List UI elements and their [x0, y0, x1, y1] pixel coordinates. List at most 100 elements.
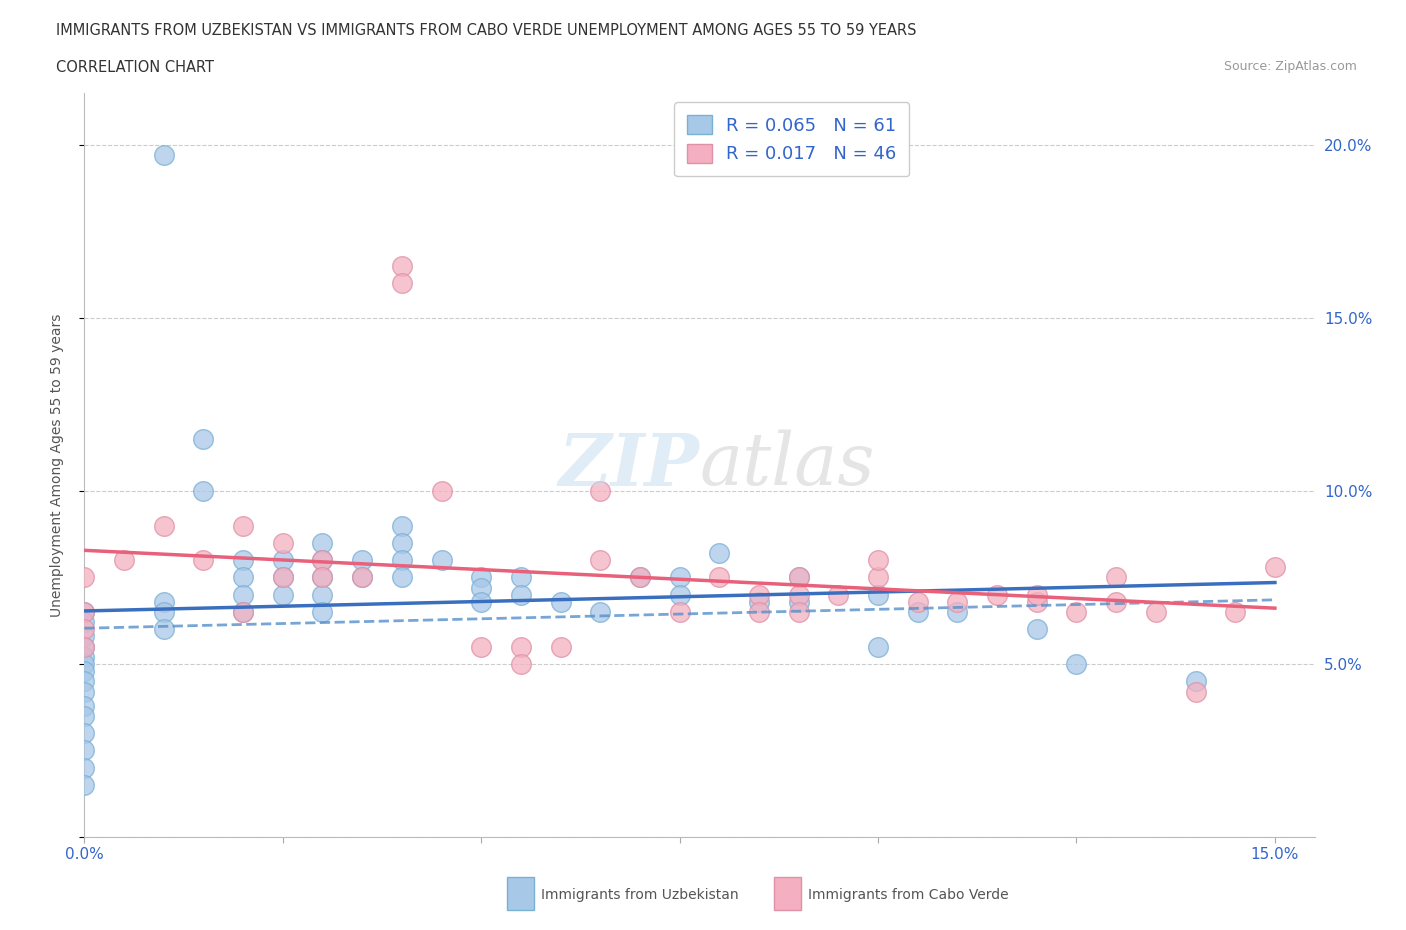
Point [73, 604, 96, 619]
Point [152, 622, 174, 637]
Text: Source: ZipAtlas.com: Source: ZipAtlas.com [1223, 60, 1357, 73]
Y-axis label: Unemployment Among Ages 55 to 59 years: Unemployment Among Ages 55 to 59 years [49, 313, 63, 617]
Point [787, 570, 810, 585]
Point [271, 588, 294, 603]
Point [232, 518, 254, 533]
Point [193, 484, 215, 498]
Point [1184, 674, 1206, 689]
Point [907, 604, 929, 619]
Point [868, 639, 890, 654]
Point [1144, 604, 1167, 619]
Point [1225, 604, 1247, 619]
Point [748, 604, 770, 619]
Point [509, 657, 531, 671]
Point [73, 674, 96, 689]
Text: ZIP: ZIP [558, 430, 700, 500]
Text: CORRELATION CHART: CORRELATION CHART [56, 60, 214, 75]
Point [509, 639, 531, 654]
Point [73, 639, 96, 654]
Point [193, 432, 215, 446]
Text: Immigrants from Uzbekistan: Immigrants from Uzbekistan [541, 888, 740, 902]
Point [73, 657, 96, 671]
Point [152, 594, 174, 609]
Point [352, 552, 374, 567]
Point [589, 484, 612, 498]
Point [391, 552, 413, 567]
Point [152, 518, 174, 533]
Point [311, 604, 333, 619]
Point [73, 604, 96, 619]
Point [232, 588, 254, 603]
Point [271, 552, 294, 567]
Point [709, 570, 731, 585]
Point [748, 588, 770, 603]
Point [311, 552, 333, 567]
Point [470, 580, 492, 595]
Point [152, 604, 174, 619]
Point [787, 604, 810, 619]
Point [311, 536, 333, 551]
Point [628, 570, 651, 585]
Point [628, 570, 651, 585]
Point [430, 484, 453, 498]
Point [391, 276, 413, 291]
Point [1025, 588, 1047, 603]
Point [1105, 594, 1128, 609]
Point [73, 570, 96, 585]
Point [311, 570, 333, 585]
Point [73, 622, 96, 637]
Point [868, 570, 890, 585]
Point [73, 743, 96, 758]
Point [271, 536, 294, 551]
Point [232, 570, 254, 585]
Point [986, 588, 1008, 603]
Point [787, 570, 810, 585]
Point [73, 684, 96, 699]
Point [112, 552, 135, 567]
Text: Immigrants from Cabo Verde: Immigrants from Cabo Verde [808, 888, 1010, 902]
Point [391, 259, 413, 273]
Point [668, 604, 690, 619]
Point [470, 639, 492, 654]
Point [668, 588, 690, 603]
Point [73, 639, 96, 654]
Point [589, 604, 612, 619]
Point [73, 761, 96, 776]
Point [709, 546, 731, 561]
Point [1025, 594, 1047, 609]
Point [470, 570, 492, 585]
Point [311, 588, 333, 603]
Point [907, 594, 929, 609]
Point [430, 552, 453, 567]
Point [668, 570, 690, 585]
Point [311, 570, 333, 585]
Point [509, 570, 531, 585]
Point [311, 552, 333, 567]
Point [271, 570, 294, 585]
Point [73, 629, 96, 644]
Point [232, 604, 254, 619]
Point [232, 604, 254, 619]
Point [946, 604, 969, 619]
Point [73, 725, 96, 740]
Point [550, 594, 572, 609]
Point [787, 594, 810, 609]
Point [193, 552, 215, 567]
Point [391, 570, 413, 585]
Legend: R = 0.065   N = 61, R = 0.017   N = 46: R = 0.065 N = 61, R = 0.017 N = 46 [673, 102, 910, 176]
Point [271, 570, 294, 585]
Point [868, 552, 890, 567]
Point [550, 639, 572, 654]
Point [1066, 657, 1088, 671]
Point [509, 588, 531, 603]
Point [946, 594, 969, 609]
Point [232, 552, 254, 567]
Point [73, 777, 96, 792]
Point [868, 588, 890, 603]
Point [73, 663, 96, 678]
Point [352, 570, 374, 585]
Point [827, 588, 849, 603]
Point [73, 615, 96, 630]
Point [1105, 570, 1128, 585]
Point [589, 552, 612, 567]
